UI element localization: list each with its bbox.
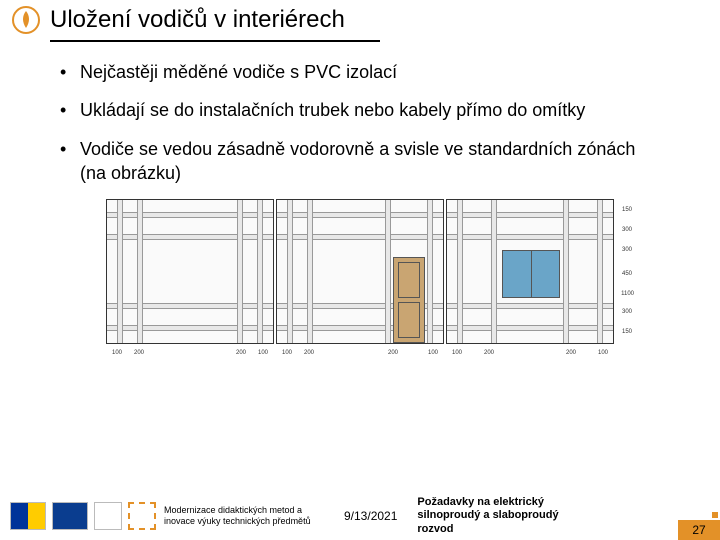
dim-label: 450 bbox=[622, 271, 632, 277]
bullet-dot: • bbox=[60, 60, 80, 84]
dim-label: 300 bbox=[622, 309, 632, 315]
bullet-item: • Vodiče se vedou zásadně vodorovně a sv… bbox=[60, 137, 660, 186]
dim-label: 300 bbox=[622, 227, 632, 233]
dim-label: 100 bbox=[598, 350, 608, 356]
diagram-row: 100 200 200 100 100 200 bbox=[60, 199, 660, 344]
diagram-plain-room: 100 200 200 100 bbox=[106, 199, 274, 344]
bullet-text: Ukládají se do instalačních trubek nebo … bbox=[80, 98, 585, 122]
dim-label: 200 bbox=[304, 350, 314, 356]
dim-label: 100 bbox=[282, 350, 292, 356]
footer-project-text: Modernizace didaktických metod a inovace… bbox=[164, 505, 314, 527]
door-shape bbox=[393, 257, 425, 343]
diagram-window-room: 150 300 300 450 1100 300 150 100 200 200… bbox=[446, 199, 614, 344]
window-shape bbox=[502, 250, 560, 298]
dim-label: 1100 bbox=[621, 291, 634, 297]
esf-logo-icon bbox=[52, 502, 88, 530]
dim-label: 200 bbox=[134, 350, 144, 356]
ministry-logo-icon bbox=[94, 502, 122, 530]
bullet-dot: • bbox=[60, 98, 80, 122]
page-number: 27 bbox=[678, 520, 720, 540]
dim-label: 200 bbox=[388, 350, 398, 356]
dim-label: 200 bbox=[566, 350, 576, 356]
page-title: Uložení vodičů v interiérech bbox=[50, 6, 345, 34]
bullet-item: • Nejčastěji měděné vodiče s PVC izolací bbox=[60, 60, 660, 84]
dim-label: 200 bbox=[484, 350, 494, 356]
dim-label: 150 bbox=[622, 329, 632, 335]
slide-footer: Modernizace didaktických metod a inovace… bbox=[0, 492, 720, 540]
eu-logo-icon bbox=[10, 502, 46, 530]
op-logo-icon bbox=[128, 502, 156, 530]
dim-label: 150 bbox=[622, 207, 632, 213]
dim-label: 300 bbox=[622, 247, 632, 253]
diagram-door-room: 100 200 200 100 bbox=[276, 199, 444, 344]
dim-label: 100 bbox=[258, 350, 268, 356]
content-area: • Nejčastěji měděné vodiče s PVC izolací… bbox=[0, 42, 720, 344]
bullet-item: • Ukládají se do instalačních trubek neb… bbox=[60, 98, 660, 122]
dim-label: 100 bbox=[452, 350, 462, 356]
flame-icon bbox=[12, 6, 40, 34]
bullet-text: Nejčastěji měděné vodiče s PVC izolací bbox=[80, 60, 397, 84]
dim-label: 100 bbox=[428, 350, 438, 356]
dim-label: 200 bbox=[236, 350, 246, 356]
footer-topic-text: Požadavky na elektrický silnoproudý a sl… bbox=[417, 496, 587, 536]
slide-header: Uložení vodičů v interiérech bbox=[0, 0, 720, 40]
bullet-dot: • bbox=[60, 137, 80, 186]
footer-logos bbox=[10, 502, 156, 530]
dim-label: 100 bbox=[112, 350, 122, 356]
bullet-text: Vodiče se vedou zásadně vodorovně a svis… bbox=[80, 137, 660, 186]
footer-date: 9/13/2021 bbox=[344, 509, 397, 523]
